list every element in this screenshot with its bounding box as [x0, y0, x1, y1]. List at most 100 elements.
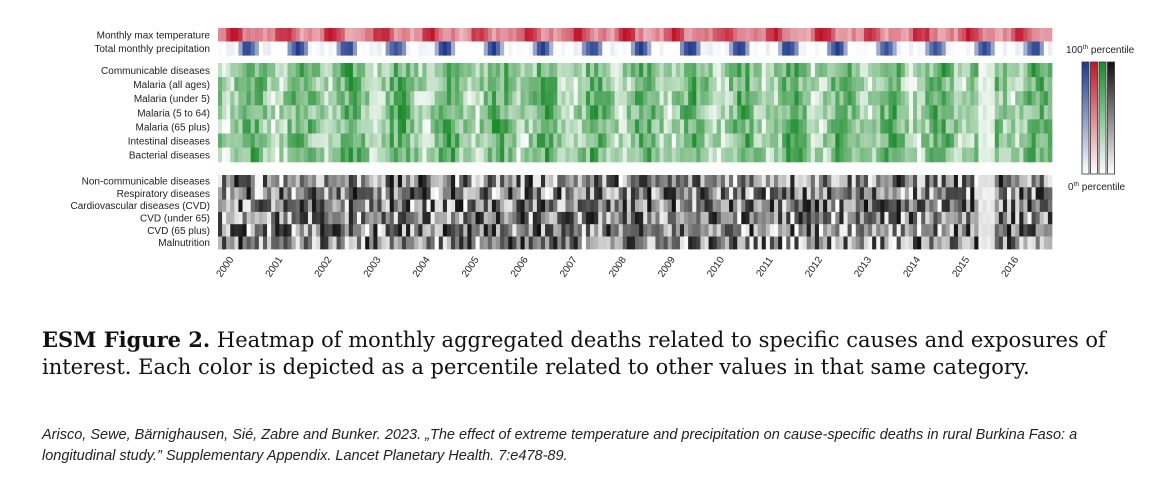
heatmap-cell — [945, 199, 951, 213]
heatmap-cell — [451, 199, 456, 213]
heatmap-cell — [250, 105, 256, 120]
heatmap-cell — [475, 133, 480, 149]
heatmap-cell — [234, 91, 239, 106]
heatmap-cell — [970, 187, 975, 201]
heatmap-cell — [769, 175, 775, 188]
heatmap-cell — [831, 187, 836, 201]
heatmap-cell — [455, 28, 460, 43]
heatmap-cell — [671, 147, 677, 163]
heatmap-cell — [859, 211, 865, 225]
heatmap-cell — [1019, 105, 1024, 120]
heatmap-cell — [994, 91, 1000, 106]
heatmap-cell — [651, 91, 656, 106]
heatmap-cell — [307, 175, 313, 188]
heatmap-cell — [524, 91, 530, 106]
heatmap-cell — [818, 175, 824, 188]
heatmap-cell — [929, 41, 934, 56]
heatmap-cell — [504, 187, 509, 201]
heatmap-cell — [643, 147, 648, 163]
heatmap-cell — [295, 63, 301, 78]
heatmap-cell — [790, 199, 795, 213]
heatmap-cell — [716, 211, 722, 225]
heatmap-cell — [606, 211, 611, 225]
heatmap-cell — [974, 91, 979, 106]
heatmap-cell — [381, 41, 386, 56]
heatmap-cell — [684, 224, 689, 238]
heatmap-cell — [655, 91, 660, 106]
heatmap-cell — [246, 133, 252, 149]
heatmap-cell — [945, 41, 951, 56]
heatmap-cell — [385, 236, 391, 250]
heatmap-cell — [246, 119, 252, 135]
heatmap-cell — [295, 236, 301, 250]
heatmap-cell — [483, 199, 489, 213]
heatmap-cell — [786, 224, 791, 238]
heatmap-cell — [761, 105, 767, 120]
heatmap-cell — [810, 63, 816, 78]
heatmap-cell — [549, 199, 554, 213]
heatmap-cell — [814, 28, 820, 43]
heatmap-cell — [246, 236, 252, 250]
heatmap-cell — [352, 77, 358, 92]
heatmap-cell — [671, 211, 677, 225]
heatmap-cell — [810, 147, 816, 163]
heatmap-cell — [839, 199, 844, 213]
heatmap-cell — [512, 41, 517, 56]
heatmap-cell — [720, 28, 726, 43]
heatmap-cell — [377, 63, 382, 78]
heatmap-cell — [496, 224, 501, 238]
heatmap-cell — [692, 41, 697, 56]
heatmap-cell — [618, 199, 624, 213]
heatmap-cell — [504, 119, 509, 135]
heatmap-cell — [357, 105, 362, 120]
heatmap-cell — [283, 175, 288, 188]
heatmap-cell — [479, 236, 485, 250]
heatmap-cell — [708, 119, 714, 135]
heatmap-cell — [361, 175, 366, 188]
heatmap-cell — [487, 105, 493, 120]
heatmap-cell — [933, 187, 938, 201]
heatmap-cell — [814, 236, 820, 250]
heatmap-cell — [888, 63, 893, 78]
heatmap-cell — [577, 187, 583, 201]
heatmap-cell — [218, 77, 223, 92]
heatmap-cell — [933, 91, 938, 106]
heatmap-cell — [904, 28, 910, 43]
heatmap-cell — [671, 105, 677, 120]
heatmap-cell — [438, 119, 444, 135]
heatmap-cell — [802, 119, 808, 135]
heatmap-cell — [684, 236, 689, 250]
heatmap-cell — [561, 211, 566, 225]
heatmap-cell — [790, 133, 795, 149]
heatmap-cell — [630, 91, 636, 106]
heatmap-cell — [483, 236, 489, 250]
heatmap-cell — [377, 175, 382, 188]
heatmap-cell — [614, 28, 619, 43]
heatmap-cell — [688, 28, 693, 43]
heatmap-cell — [258, 41, 264, 56]
heatmap-cell — [451, 211, 456, 225]
heatmap-cell — [704, 133, 709, 149]
heatmap-cell — [908, 211, 914, 225]
heatmap-cell — [393, 91, 399, 106]
heatmap-cell — [769, 41, 775, 56]
heatmap-cell — [851, 236, 857, 250]
heatmap-cell — [986, 236, 992, 250]
heatmap-cell — [696, 91, 701, 106]
heatmap-cell — [978, 224, 983, 238]
heatmap-cell — [937, 105, 942, 120]
heatmap-cell — [896, 211, 902, 225]
heatmap-cell — [606, 41, 611, 56]
heatmap-cell — [496, 41, 501, 56]
heatmap-cell — [957, 105, 963, 120]
heatmap-cell — [749, 77, 754, 92]
heatmap-cell — [667, 28, 673, 43]
heatmap-cell — [778, 91, 783, 106]
heatmap-cell — [230, 41, 235, 56]
heatmap-cell — [426, 187, 431, 201]
heatmap-cell — [1039, 187, 1045, 201]
heatmap-cell — [884, 211, 889, 225]
heatmap-cell — [262, 91, 268, 106]
heatmap-cell — [774, 147, 779, 163]
heatmap-cell — [753, 187, 758, 201]
